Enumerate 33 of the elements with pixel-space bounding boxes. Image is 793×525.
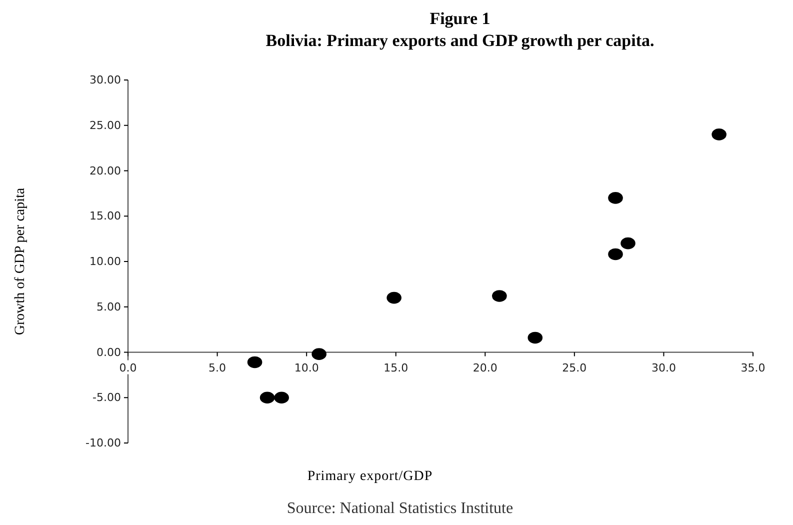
chart-title: Figure 1 (430, 9, 490, 28)
point (260, 392, 275, 404)
y-tick-label: 25.00 (90, 118, 121, 132)
point (386, 292, 402, 304)
x-tick-label: 35.0 (740, 361, 766, 374)
point (608, 248, 623, 260)
y-tick-label: -10.00 (86, 436, 121, 450)
source-note: Source: National Statistics Institute (286, 500, 514, 517)
y-tick-label: 0.00 (96, 346, 121, 359)
y-tick-label: 20.00 (90, 164, 121, 178)
x-axis-title: Primary export/GDP (307, 469, 433, 484)
point (247, 356, 262, 368)
y-tick-label: 30.00 (90, 74, 121, 87)
x-tick-label: 25.0 (562, 361, 587, 374)
x-tick-label: 30.0 (651, 361, 676, 374)
point (620, 237, 636, 250)
x-tick-label: 10.0 (294, 361, 319, 374)
point (312, 348, 326, 360)
point (492, 290, 507, 302)
x-tick-label: 0.0 (119, 361, 137, 374)
x-tick-label: 15.0 (384, 361, 408, 374)
y-tick-label: 15.00 (90, 210, 121, 223)
point (528, 332, 543, 344)
point (274, 392, 289, 404)
point (712, 128, 726, 140)
y-axis-title: Growth of GDP per capita (13, 187, 28, 336)
chart-subtitle: Bolivia: Primary exports and GDP growth per capita. (266, 31, 654, 50)
x-tick-label: 20.0 (472, 361, 498, 374)
x-tick-label: 5.0 (208, 361, 226, 374)
y-tick-label: 10.00 (90, 255, 121, 268)
point (608, 192, 623, 204)
y-tick-label: -5.00 (92, 391, 121, 404)
y-tick-label: 5.00 (96, 300, 121, 314)
